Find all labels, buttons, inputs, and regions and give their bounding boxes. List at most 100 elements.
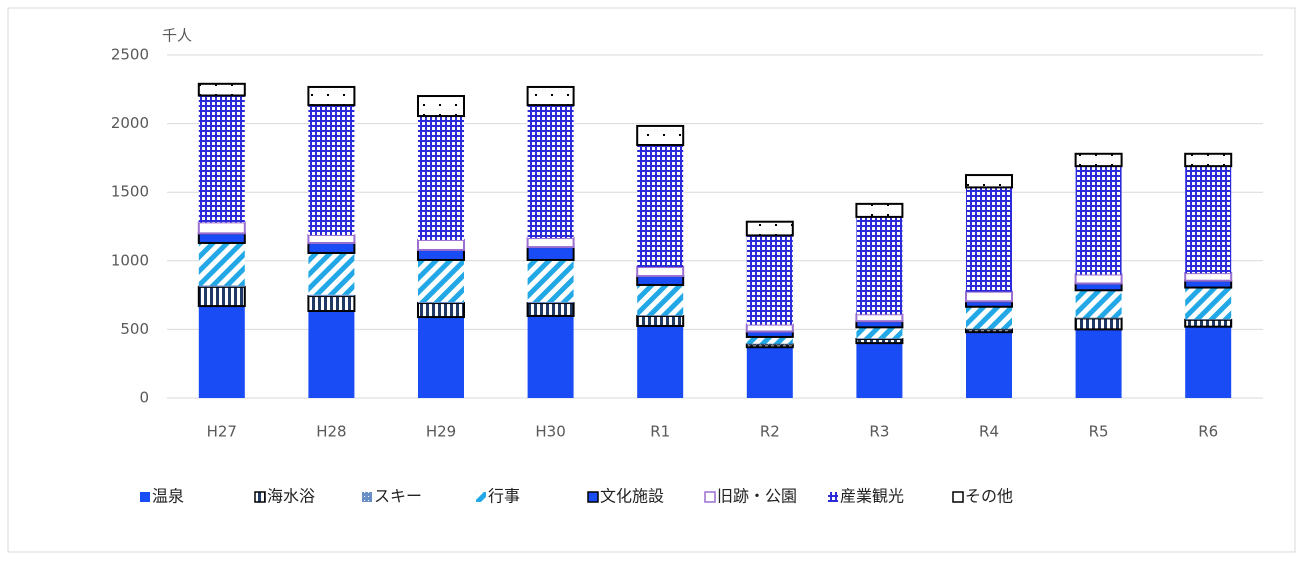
bar-segment xyxy=(636,124,685,147)
bar-segment xyxy=(966,187,1012,292)
bar-segment xyxy=(746,235,793,325)
legend-text: 産業観光 xyxy=(840,487,904,506)
bar-segment xyxy=(1185,287,1232,320)
bar-segment xyxy=(637,315,684,316)
legend-swatch xyxy=(254,491,266,503)
y-tick-label: 1000 xyxy=(111,251,149,269)
bar-segment xyxy=(198,242,245,286)
legend-text: 海水浴 xyxy=(267,487,315,506)
x-tick-label: H29 xyxy=(426,423,456,441)
bar-segment xyxy=(1185,166,1232,274)
bar-segment xyxy=(417,238,465,251)
y-tick-label: 2000 xyxy=(111,114,149,132)
bar-segment xyxy=(746,347,793,398)
bar-segment xyxy=(197,285,246,308)
bar-segment xyxy=(966,328,1012,330)
bar-segment xyxy=(418,116,464,240)
bar-segment xyxy=(527,301,574,304)
y-tick-label: 0 xyxy=(139,389,149,407)
bar-segment xyxy=(418,317,464,398)
bar-segment xyxy=(636,314,685,327)
x-tick-label: H28 xyxy=(316,423,346,441)
bar-segment xyxy=(636,275,685,286)
bar-segment xyxy=(308,252,355,295)
bar-segment xyxy=(527,105,574,239)
bar-segment xyxy=(1184,318,1233,328)
bar-segment xyxy=(197,232,246,244)
bar-segment xyxy=(198,285,245,287)
y-tick-label: 500 xyxy=(120,320,149,338)
x-tick-label: R5 xyxy=(1089,423,1109,441)
legend-text: 温泉 xyxy=(152,487,184,506)
legend-text: スキー xyxy=(374,487,422,506)
legend-text: 行事 xyxy=(488,487,520,506)
bar-segment xyxy=(965,328,1013,334)
bar-segment xyxy=(966,306,1012,329)
bar-segment xyxy=(637,325,684,398)
bar-segment xyxy=(527,259,574,302)
bar-segment xyxy=(1075,166,1122,275)
bar-segment xyxy=(197,82,246,97)
bar-segment xyxy=(1185,326,1232,398)
bar-segment xyxy=(1074,317,1123,331)
bar-segment xyxy=(1184,279,1233,289)
bar-segment xyxy=(855,313,904,323)
bar-segment xyxy=(1074,282,1123,292)
legend-swatch xyxy=(140,492,150,502)
x-tick-label: H30 xyxy=(535,423,565,441)
y-tick-label: 2500 xyxy=(111,46,149,64)
legend-swatch xyxy=(362,492,372,502)
bar-segment xyxy=(308,311,355,398)
y-unit: 千人 xyxy=(162,27,192,45)
bar-segment xyxy=(1075,317,1122,319)
bar-segment xyxy=(637,284,684,316)
bar-segment xyxy=(418,301,464,304)
bar-segment xyxy=(197,221,246,235)
bar-segment xyxy=(745,323,794,333)
bar-segment xyxy=(855,338,904,345)
bar-segment xyxy=(418,259,464,302)
bar-segment xyxy=(198,306,245,398)
legend-swatch xyxy=(587,491,599,503)
bar-segment xyxy=(746,336,793,344)
x-tick-label: R6 xyxy=(1198,423,1218,441)
bar-segment xyxy=(198,95,245,223)
bar-segment xyxy=(856,343,903,398)
bar-segment xyxy=(307,85,356,107)
bar-segment xyxy=(1185,319,1232,320)
y-tick-label: 1500 xyxy=(111,183,149,201)
legend-swatch xyxy=(704,491,716,503)
x-tick-label: R2 xyxy=(760,423,780,441)
bar-segment xyxy=(1075,290,1122,318)
bar-segment xyxy=(417,302,465,319)
bar-segment xyxy=(526,237,575,249)
bar-segment xyxy=(307,234,356,244)
bar-segment xyxy=(966,332,1012,398)
bar-segment xyxy=(1074,273,1123,285)
bar-segment xyxy=(526,302,575,317)
bar-segment xyxy=(308,294,355,297)
legend-text: その他 xyxy=(965,487,1013,506)
bar-segment xyxy=(745,220,794,237)
legend-text: 文化施設 xyxy=(600,487,664,506)
bar-segment xyxy=(526,246,575,261)
bar-segment xyxy=(526,85,575,107)
bar-segment xyxy=(307,295,356,313)
bar-segment xyxy=(856,327,903,339)
bar-segment xyxy=(856,216,903,315)
bar-segment xyxy=(745,343,794,349)
bar-segment xyxy=(965,290,1013,303)
bar-segment xyxy=(636,265,685,278)
bar-segment xyxy=(308,105,355,236)
bar-segment xyxy=(1074,152,1123,168)
bar-segment xyxy=(417,248,465,261)
bar-segment xyxy=(527,315,574,398)
x-tick-label: R1 xyxy=(650,423,670,441)
bar-segment xyxy=(1075,329,1122,398)
bar-segment xyxy=(417,95,465,118)
bar-segment xyxy=(1184,272,1233,282)
bar-segment xyxy=(856,338,903,340)
legend-text: 旧跡・公園 xyxy=(717,487,797,506)
legend-swatch xyxy=(828,492,838,502)
